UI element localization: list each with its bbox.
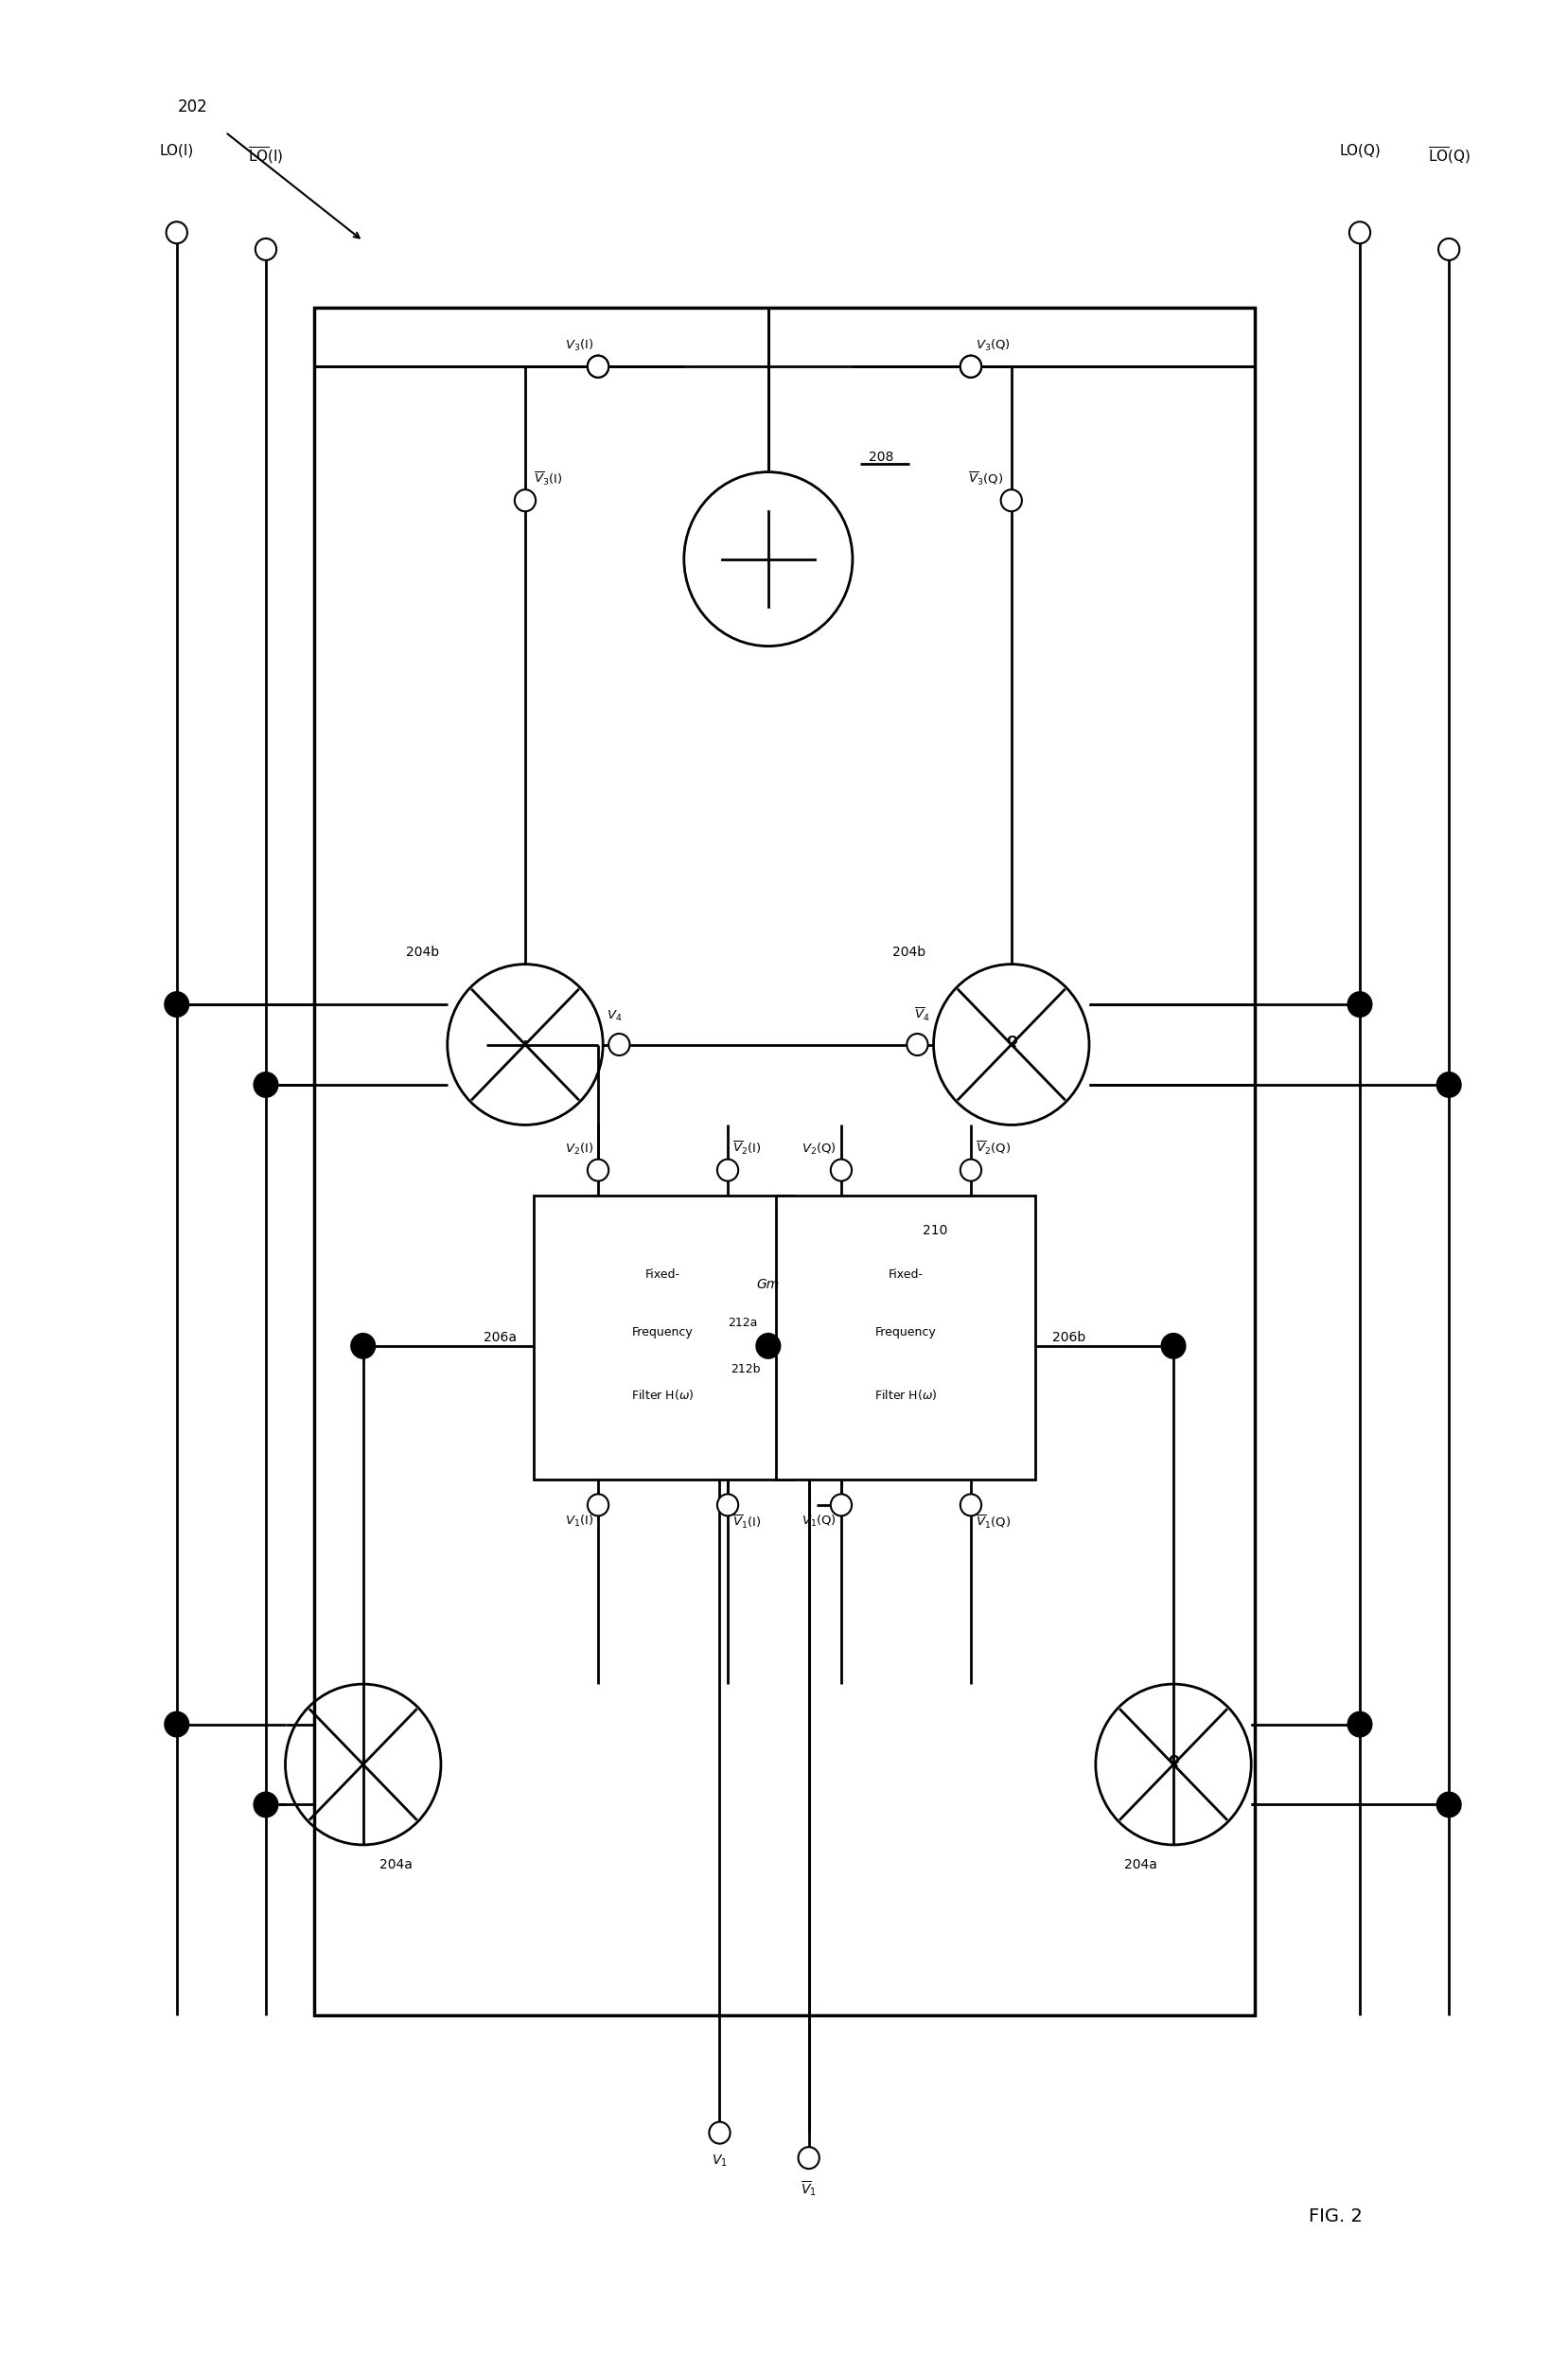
Text: 206a: 206a: [483, 1332, 517, 1343]
Circle shape: [586, 356, 608, 377]
Bar: [314, 309, 1254, 2015]
Circle shape: [1347, 1711, 1370, 1737]
Text: LO(I): LO(I): [160, 144, 194, 158]
Text: LO(Q): LO(Q): [1339, 144, 1380, 158]
Circle shape: [165, 992, 188, 1016]
Text: $\overline{V}_1$: $\overline{V}_1$: [800, 2180, 817, 2199]
Text: Filter H($\omega$): Filter H($\omega$): [873, 1388, 936, 1402]
Circle shape: [165, 1711, 188, 1737]
Circle shape: [709, 2121, 729, 2143]
Text: -: -: [361, 1754, 365, 1768]
Text: 206b: 206b: [1051, 1332, 1085, 1343]
Text: $\overline{\mathrm{LO}}$(I): $\overline{\mathrm{LO}}$(I): [248, 146, 284, 165]
Text: $\overline{V}_1$(I): $\overline{V}_1$(I): [732, 1513, 760, 1530]
Circle shape: [166, 222, 187, 243]
Text: $\overline{V}_1$(Q): $\overline{V}_1$(Q): [975, 1513, 1010, 1530]
Text: 204b: 204b: [892, 945, 925, 959]
Text: $V_1$: $V_1$: [712, 2152, 728, 2168]
Circle shape: [756, 1334, 779, 1358]
Text: 202: 202: [177, 99, 209, 115]
Text: $\overline{V}_2$(I): $\overline{V}_2$(I): [732, 1138, 760, 1157]
Text: 204a: 204a: [379, 1857, 412, 1871]
Text: $\overline{V}_4$: $\overline{V}_4$: [914, 1006, 930, 1023]
Text: $V_1$(Q): $V_1$(Q): [801, 1513, 836, 1530]
Text: Frequency: Frequency: [632, 1325, 693, 1339]
Text: 212b: 212b: [731, 1362, 760, 1374]
Text: -: -: [522, 1035, 527, 1049]
Circle shape: [351, 1334, 375, 1358]
Text: Filter H($\omega$): Filter H($\omega$): [632, 1388, 695, 1402]
Circle shape: [960, 356, 982, 377]
Circle shape: [586, 1160, 608, 1181]
Circle shape: [1348, 222, 1369, 243]
Circle shape: [960, 1494, 982, 1516]
Circle shape: [717, 1160, 739, 1181]
Circle shape: [254, 1072, 278, 1098]
Circle shape: [586, 356, 608, 377]
Text: $V_3$(Q): $V_3$(Q): [975, 337, 1010, 354]
Circle shape: [256, 238, 276, 259]
Text: Fixed-: Fixed-: [644, 1268, 681, 1282]
Text: $\overline{V}_2$(Q): $\overline{V}_2$(Q): [975, 1138, 1010, 1157]
Text: 210: 210: [922, 1223, 947, 1237]
Text: Frequency: Frequency: [875, 1325, 936, 1339]
Circle shape: [1160, 1334, 1185, 1358]
Text: $\overline{V}_3$(I): $\overline{V}_3$(I): [533, 469, 561, 488]
Circle shape: [1000, 490, 1021, 511]
Circle shape: [586, 1494, 608, 1516]
Text: Q: Q: [1167, 1754, 1178, 1768]
Text: $\overline{V}_3$(Q): $\overline{V}_3$(Q): [967, 469, 1002, 488]
Bar: [776, 1195, 1035, 1480]
Circle shape: [586, 356, 608, 377]
Circle shape: [717, 1494, 739, 1516]
Polygon shape: [671, 1244, 866, 1336]
Text: 204b: 204b: [406, 945, 439, 959]
Text: 204a: 204a: [1124, 1857, 1157, 1871]
Circle shape: [960, 1160, 982, 1181]
Circle shape: [960, 356, 982, 377]
Text: $V_2$(I): $V_2$(I): [564, 1141, 593, 1157]
Circle shape: [608, 1035, 629, 1056]
Circle shape: [829, 1160, 851, 1181]
Text: $V_4$: $V_4$: [607, 1009, 621, 1023]
Text: $V_1$(I): $V_1$(I): [564, 1513, 593, 1530]
Text: $\overline{\mathrm{LO}}$(Q): $\overline{\mathrm{LO}}$(Q): [1427, 146, 1469, 165]
Circle shape: [1436, 1072, 1460, 1098]
Text: $V_3$(I): $V_3$(I): [564, 337, 593, 354]
Text: FIG. 2: FIG. 2: [1308, 2209, 1361, 2225]
Text: 208: 208: [869, 450, 894, 464]
Circle shape: [684, 471, 851, 646]
Text: $V_2$(Q): $V_2$(Q): [801, 1141, 836, 1157]
Circle shape: [1347, 992, 1370, 1016]
Circle shape: [1436, 1791, 1460, 1817]
Circle shape: [254, 1791, 278, 1817]
Text: Fixed-: Fixed-: [887, 1268, 924, 1282]
Circle shape: [1438, 238, 1458, 259]
Bar: [533, 1195, 792, 1480]
Text: Gm: Gm: [756, 1277, 779, 1292]
Text: 212a: 212a: [728, 1318, 757, 1329]
Circle shape: [829, 1494, 851, 1516]
Circle shape: [798, 2147, 818, 2168]
Circle shape: [514, 490, 535, 511]
Circle shape: [960, 356, 982, 377]
Text: Q: Q: [1005, 1035, 1016, 1049]
Circle shape: [906, 1035, 927, 1056]
